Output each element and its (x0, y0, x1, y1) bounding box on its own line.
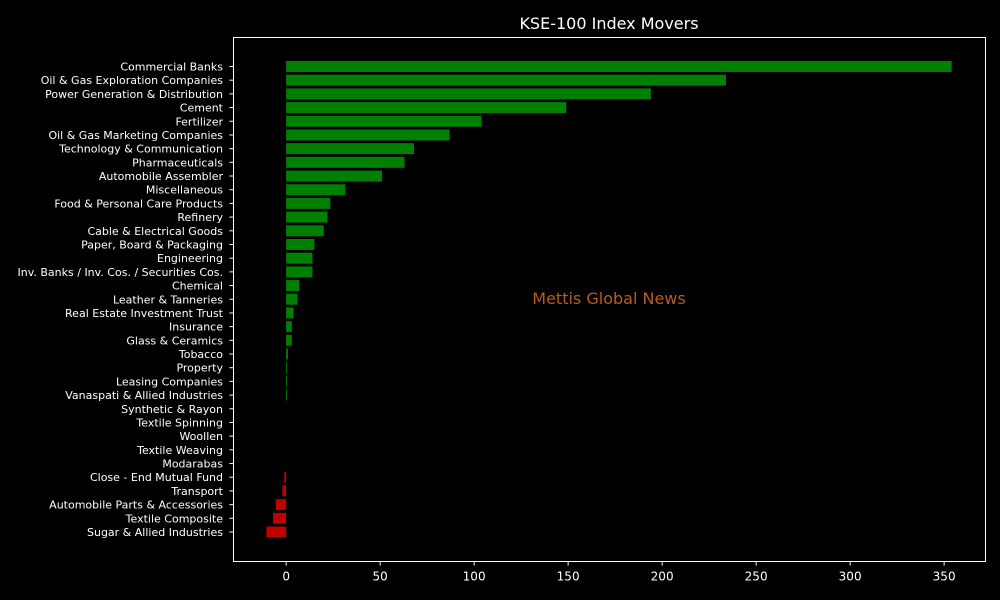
bar (272, 512, 287, 524)
category-label: Pharmaceuticals (132, 156, 223, 169)
category-label: Technology & Communication (58, 143, 223, 156)
bar (286, 129, 450, 141)
bar (286, 102, 567, 114)
bar (286, 252, 313, 264)
category-label: Refinery (177, 211, 223, 224)
bar (286, 61, 952, 72)
category-label: Miscellaneous (146, 184, 223, 197)
category-label: Textile Weaving (136, 444, 223, 457)
bar (286, 375, 288, 387)
x-tick-label: 200 (651, 570, 674, 584)
bar (286, 115, 482, 127)
category-label: Modarabas (162, 458, 223, 471)
category-label: Synthetic & Rayon (121, 403, 223, 416)
category-label: Insurance (169, 321, 223, 334)
category-label: Fertilizer (175, 115, 223, 128)
bar (286, 362, 288, 374)
bar (286, 389, 288, 401)
category-label: Real Estate Investment Trust (65, 307, 224, 320)
category-label: Leather & Tanneries (113, 293, 223, 306)
bar (286, 197, 331, 209)
bar (286, 170, 383, 182)
bar (286, 293, 298, 305)
category-label: Oil & Gas Exploration Companies (41, 74, 224, 87)
category-label: Food & Personal Care Products (54, 197, 223, 210)
x-tick-label: 350 (933, 570, 956, 584)
category-label: Paper, Board & Packaging (81, 238, 223, 251)
bar (286, 334, 292, 346)
bar (286, 211, 328, 223)
bar (286, 321, 292, 333)
chart-title: KSE-100 Index Movers (519, 14, 698, 33)
category-label: Sugar & Allied Industries (87, 526, 223, 539)
category-label: Close - End Mutual Fund (90, 471, 223, 484)
x-tick-label: 250 (745, 570, 768, 584)
bar (286, 280, 300, 292)
bar (286, 307, 294, 319)
x-tick-label: 0 (282, 570, 290, 584)
bar (284, 471, 287, 483)
category-label: Cement (180, 102, 224, 115)
bar (282, 485, 287, 497)
bar (286, 74, 727, 86)
category-label: Engineering (157, 252, 223, 265)
bar (286, 184, 346, 196)
category-label: Tobacco (178, 348, 223, 361)
category-label: Cable & Electrical Goods (87, 225, 223, 238)
bar (286, 225, 324, 237)
x-tick-label: 100 (463, 570, 486, 584)
bar (286, 239, 315, 250)
category-label: Inv. Banks / Inv. Cos. / Securities Cos. (18, 266, 223, 279)
category-label: Woollen (179, 430, 223, 443)
category-label: Oil & Gas Marketing Companies (48, 129, 223, 142)
bar (286, 88, 651, 100)
bar (286, 156, 405, 168)
category-label: Property (176, 362, 223, 375)
x-tick-label: 50 (372, 570, 387, 584)
category-label: Power Generation & Distribution (45, 88, 223, 101)
category-label: Chemical (172, 280, 223, 293)
bars (266, 61, 952, 538)
bar (286, 266, 313, 278)
category-label: Automobile Assembler (99, 170, 224, 183)
category-label: Vanaspati & Allied Industries (65, 389, 223, 402)
x-tick-label: 300 (839, 570, 862, 584)
category-label: Commercial Banks (120, 61, 223, 74)
category-label: Glass & Ceramics (126, 334, 223, 347)
x-tick-label: 150 (557, 570, 580, 584)
category-label: Leasing Companies (116, 375, 223, 388)
category-label: Textile Spinning (135, 416, 223, 429)
x-axis-ticks: 0 50 100 150 200 250 300 350 (282, 561, 956, 584)
bar (286, 143, 414, 155)
bar (266, 526, 287, 538)
category-label: Automobile Parts & Accessories (49, 499, 223, 512)
category-label: Textile Composite (125, 512, 224, 525)
bar (275, 499, 287, 511)
watermark-text: Mettis Global News (532, 289, 685, 308)
bar (286, 348, 289, 360)
category-label: Transport (170, 485, 223, 498)
